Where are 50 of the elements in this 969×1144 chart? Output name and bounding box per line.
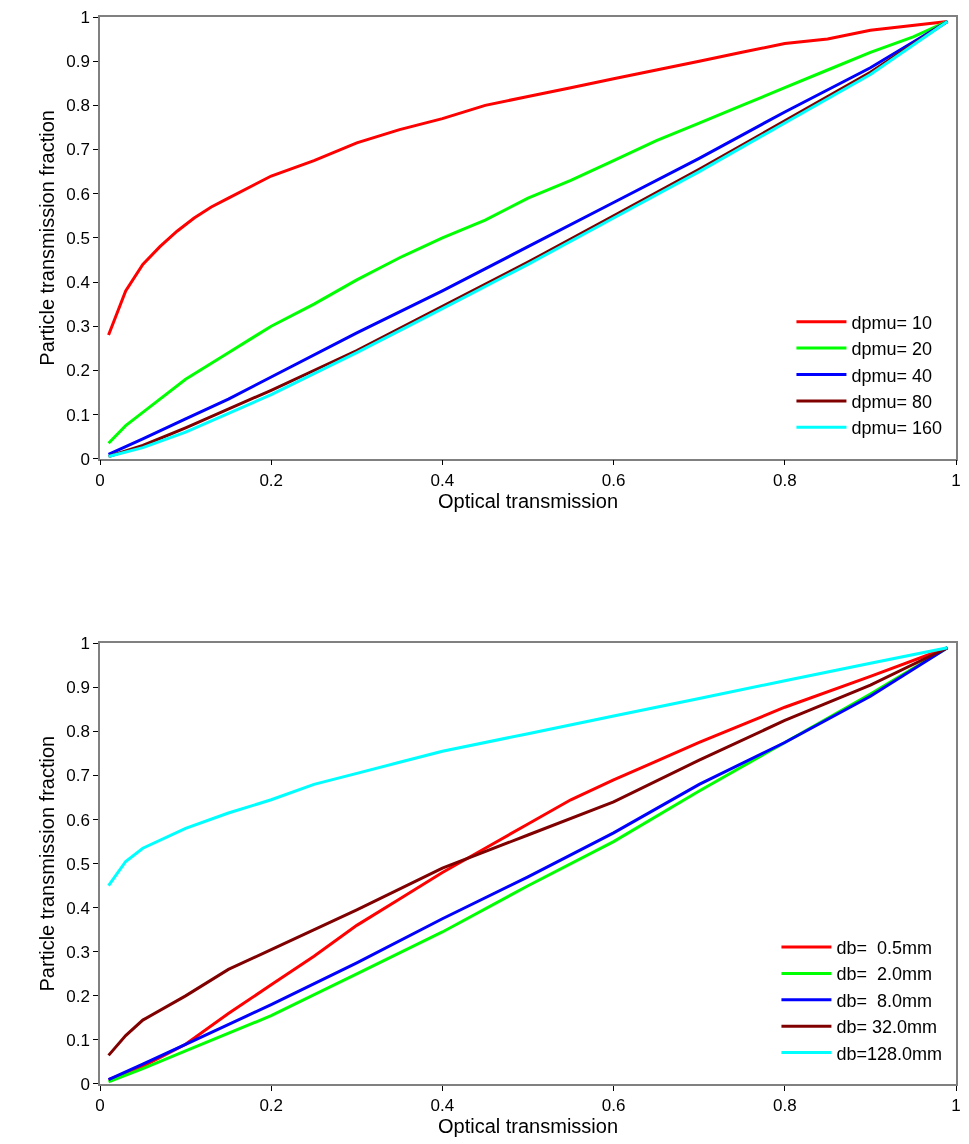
y-tick-label: 0.2 xyxy=(66,361,90,381)
y-axis-title: Particle transmission fraction xyxy=(36,735,59,992)
y-tick-label: 0.7 xyxy=(66,140,90,160)
y-tick-label: 0.6 xyxy=(66,810,90,830)
x-tick-label: 0.8 xyxy=(772,1096,797,1116)
legend-label: dpmu= 10 xyxy=(851,312,932,333)
legend-label: db= 2.0mm xyxy=(836,964,932,985)
y-tick-label: 0.4 xyxy=(66,272,90,292)
x-tick-label: 0 xyxy=(95,1096,105,1116)
y-tick-label: 0.9 xyxy=(66,678,90,698)
x-tick-label: 0 xyxy=(95,470,105,490)
y-tick-label: 1 xyxy=(80,7,90,27)
y-tick-label: 0.1 xyxy=(66,405,90,425)
y-tick-label: 1 xyxy=(80,634,90,654)
y-tick-label: 0.5 xyxy=(66,854,90,874)
y-tick-label: 0.9 xyxy=(66,52,90,72)
y-axis-title: Particle transmission fraction xyxy=(36,110,59,366)
x-tick-label: 0.4 xyxy=(430,1096,455,1116)
y-tick-label: 0.7 xyxy=(66,766,90,786)
line-series xyxy=(107,19,949,337)
y-tick-label: 0.8 xyxy=(66,96,90,116)
y-tick-label: 0.4 xyxy=(66,898,90,918)
legend-label: dpmu= 20 xyxy=(851,339,932,360)
x-tick-label: 0.8 xyxy=(772,470,797,490)
y-tick-label: 0.6 xyxy=(66,184,90,204)
legend-label: dpmu= 40 xyxy=(851,365,932,386)
x-tick-label: 1 xyxy=(951,470,961,490)
y-tick-label: 0.3 xyxy=(66,317,90,337)
x-tick-label: 0.4 xyxy=(430,470,455,490)
y-tick-label: 0 xyxy=(80,1074,90,1094)
x-tick-label: 0.6 xyxy=(601,1096,626,1116)
legend-label: db= 8.0mm xyxy=(836,990,932,1011)
legend-label: db=128.0mm xyxy=(836,1043,943,1064)
y-tick-label: 0.5 xyxy=(66,228,90,248)
y-tick-label: 0.2 xyxy=(66,986,90,1006)
x-axis-title: Optical transmission xyxy=(437,489,619,512)
line-series xyxy=(107,646,949,888)
x-tick-label: 0.6 xyxy=(601,470,626,490)
y-tick-label: 0.8 xyxy=(66,722,90,742)
x-tick-label: 0.2 xyxy=(259,1096,284,1116)
y-tick-label: 0.1 xyxy=(66,1030,90,1050)
x-axis-title: Optical transmission xyxy=(437,1115,619,1138)
legend-label: dpmu= 160 xyxy=(851,418,943,439)
x-tick-label: 0.2 xyxy=(259,470,284,490)
x-tick-label: 1 xyxy=(951,1096,961,1116)
legend-label: dpmu= 80 xyxy=(851,391,932,412)
y-tick-label: 0.3 xyxy=(66,942,90,962)
legend-label: db= 32.0mm xyxy=(836,1017,937,1038)
legend-label: db= 0.5mm xyxy=(836,938,932,958)
y-tick-label: 0 xyxy=(80,449,90,469)
